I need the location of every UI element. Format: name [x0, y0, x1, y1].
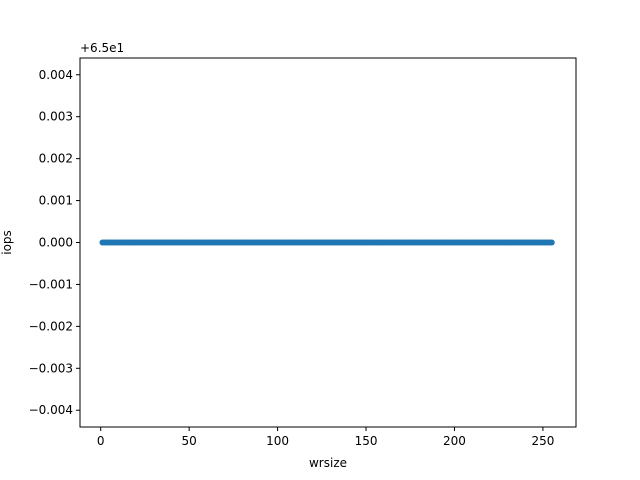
- y-tick-label: 0.000: [39, 236, 73, 250]
- y-offset-label: +6.5e1: [80, 41, 124, 55]
- y-axis-label: iops: [0, 230, 14, 255]
- x-tick-label: 0: [97, 434, 105, 448]
- plot-area: [99, 239, 555, 246]
- y-tick-label: 0.003: [39, 110, 73, 124]
- x-axis-label: wrsize: [309, 456, 347, 470]
- x-tick-label: 150: [355, 434, 378, 448]
- y-tick-label: −0.004: [29, 403, 73, 417]
- y-tick-label: 0.002: [39, 152, 73, 166]
- y-tick-label: −0.002: [29, 319, 73, 333]
- x-tick-label: 50: [182, 434, 197, 448]
- y-tick-label: 0.004: [39, 68, 73, 82]
- y-tick-label: −0.003: [29, 361, 73, 375]
- y-tick-label: −0.001: [29, 277, 73, 291]
- x-tick-label: 100: [266, 434, 289, 448]
- x-tick-label: 200: [443, 434, 466, 448]
- x-axis: 0 50 100 150 200 250: [97, 427, 554, 448]
- y-tick-label: 0.001: [39, 194, 73, 208]
- x-tick-label: 250: [531, 434, 554, 448]
- data-point: [548, 239, 555, 246]
- y-axis: −0.004 −0.003 −0.002 −0.001 0.000 0.001 0.002 0…: [29, 68, 80, 417]
